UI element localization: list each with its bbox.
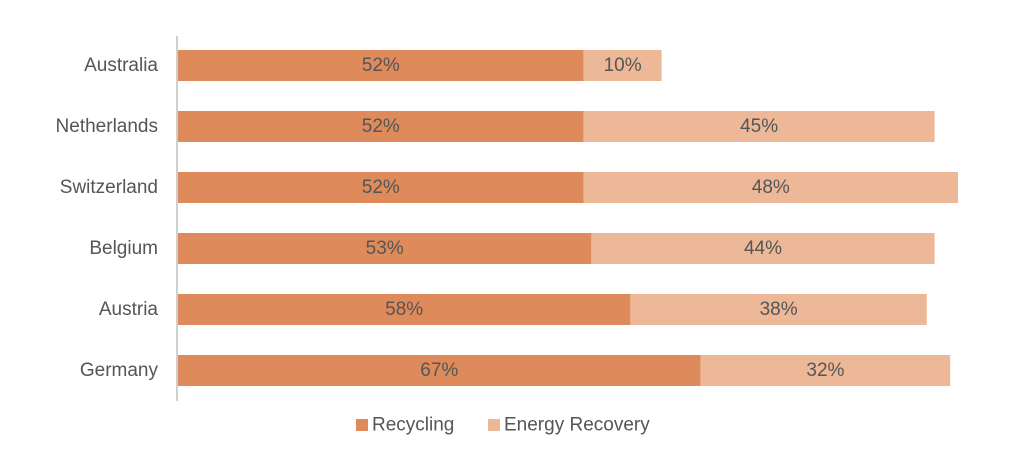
bar-energy-recovery-netherlands: [583, 111, 935, 142]
category-label-germany: Germany: [80, 360, 159, 381]
bar-recycling-belgium: [178, 233, 592, 264]
data-label-recycling-germany: 67%: [420, 360, 458, 381]
data-label-recycling-switzerland: 52%: [362, 177, 400, 198]
legend: Recycling Energy Recovery: [356, 415, 650, 436]
category-label-switzerland: Switzerland: [60, 177, 158, 198]
legend-swatch-recycling: [356, 419, 368, 431]
category-label-netherlands: Netherlands: [56, 116, 158, 137]
bar-recycling-austria: [178, 294, 631, 325]
legend-swatch-energy-recovery: [488, 419, 500, 431]
data-label-energy-recovery-australia: 10%: [604, 55, 642, 76]
data-label-energy-recovery-switzerland: 48%: [752, 177, 790, 198]
bar-recycling-germany: [178, 355, 701, 386]
bar-recycling-netherlands: [178, 111, 584, 142]
bar-recycling-australia: [178, 50, 584, 81]
legend-label-energy-recovery: Energy Recovery: [504, 415, 650, 436]
bar-energy-recovery-switzerland: [583, 172, 958, 203]
bar-energy-recovery-germany: [700, 355, 951, 386]
plot-area: 52% 10% 52% 45% 52% 48% 53% 44% 58% 38% 67% 32%: [178, 50, 958, 386]
bar-energy-recovery-austria: [630, 294, 927, 325]
data-label-recycling-austria: 58%: [385, 299, 423, 320]
bar-recycling-switzerland: [178, 172, 584, 203]
bar-energy-recovery-belgium: [591, 233, 935, 264]
bar-energy-recovery-australia: [583, 50, 662, 81]
data-label-energy-recovery-germany: 32%: [806, 360, 844, 381]
data-label-energy-recovery-belgium: 44%: [744, 238, 782, 259]
data-label-recycling-australia: 52%: [362, 55, 400, 76]
category-label-austria: Austria: [99, 299, 159, 320]
category-labels: Australia Netherlands Switzerland Belgium Au…: [56, 55, 159, 381]
category-label-australia: Australia: [84, 55, 158, 76]
legend-label-recycling: Recycling: [372, 415, 454, 436]
category-label-belgium: Belgium: [89, 238, 158, 259]
data-label-energy-recovery-netherlands: 45%: [740, 116, 778, 137]
data-label-recycling-netherlands: 52%: [362, 116, 400, 137]
data-label-recycling-belgium: 53%: [366, 238, 404, 259]
data-label-energy-recovery-austria: 38%: [760, 299, 798, 320]
